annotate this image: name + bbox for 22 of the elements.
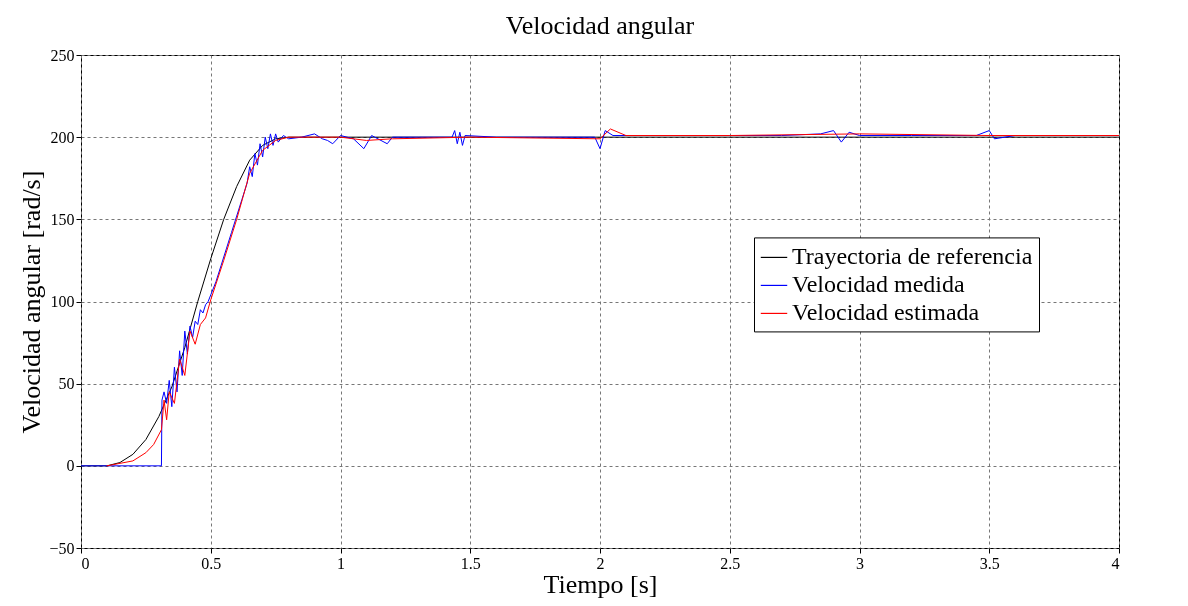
- x-tick-label: 3: [856, 554, 864, 572]
- legend-label: Velocidad medida: [792, 271, 965, 298]
- y-tick-label: −50: [49, 539, 75, 557]
- x-tick-label: 3.5: [979, 554, 1000, 572]
- x-axis-title: Tiempo [s]: [543, 569, 658, 599]
- y-tick-label: 50: [58, 375, 75, 393]
- y-tick-label: 0: [66, 457, 75, 475]
- x-tick-label: 1: [337, 554, 345, 572]
- x-tick-label: 0.5: [201, 554, 222, 572]
- chart-title: Velocidad angular: [505, 11, 695, 40]
- x-tick-label: 2.5: [720, 554, 741, 572]
- y-tick-label: 150: [50, 210, 75, 228]
- legend-label: Velocidad estimada: [792, 299, 980, 326]
- y-tick-label: 100: [50, 293, 75, 310]
- x-tick-label: 1.5: [460, 554, 481, 572]
- y-axis-title: Velocidad angular [rad/s]: [17, 170, 47, 434]
- legend-label: Trayectoria de referencia: [792, 243, 1033, 270]
- y-tick-label: 200: [50, 128, 75, 146]
- x-tick-label: 2: [596, 554, 605, 572]
- x-tick-label: 4: [1111, 554, 1120, 572]
- x-tick-label: 0: [81, 554, 90, 572]
- y-tick-label: 250: [50, 46, 75, 64]
